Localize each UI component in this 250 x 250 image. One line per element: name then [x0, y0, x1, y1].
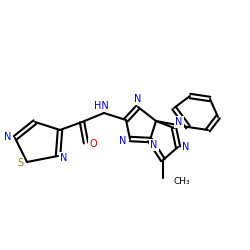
- Text: N: N: [150, 140, 158, 150]
- Text: N: N: [119, 136, 127, 146]
- Text: O: O: [89, 139, 97, 149]
- Text: S: S: [17, 158, 23, 168]
- Text: N: N: [60, 153, 68, 163]
- Text: HN: HN: [94, 101, 108, 111]
- Text: N: N: [175, 117, 183, 127]
- Text: N: N: [4, 132, 12, 142]
- Text: CH₃: CH₃: [173, 176, 190, 186]
- Text: N: N: [182, 142, 190, 152]
- Text: N: N: [134, 94, 142, 104]
